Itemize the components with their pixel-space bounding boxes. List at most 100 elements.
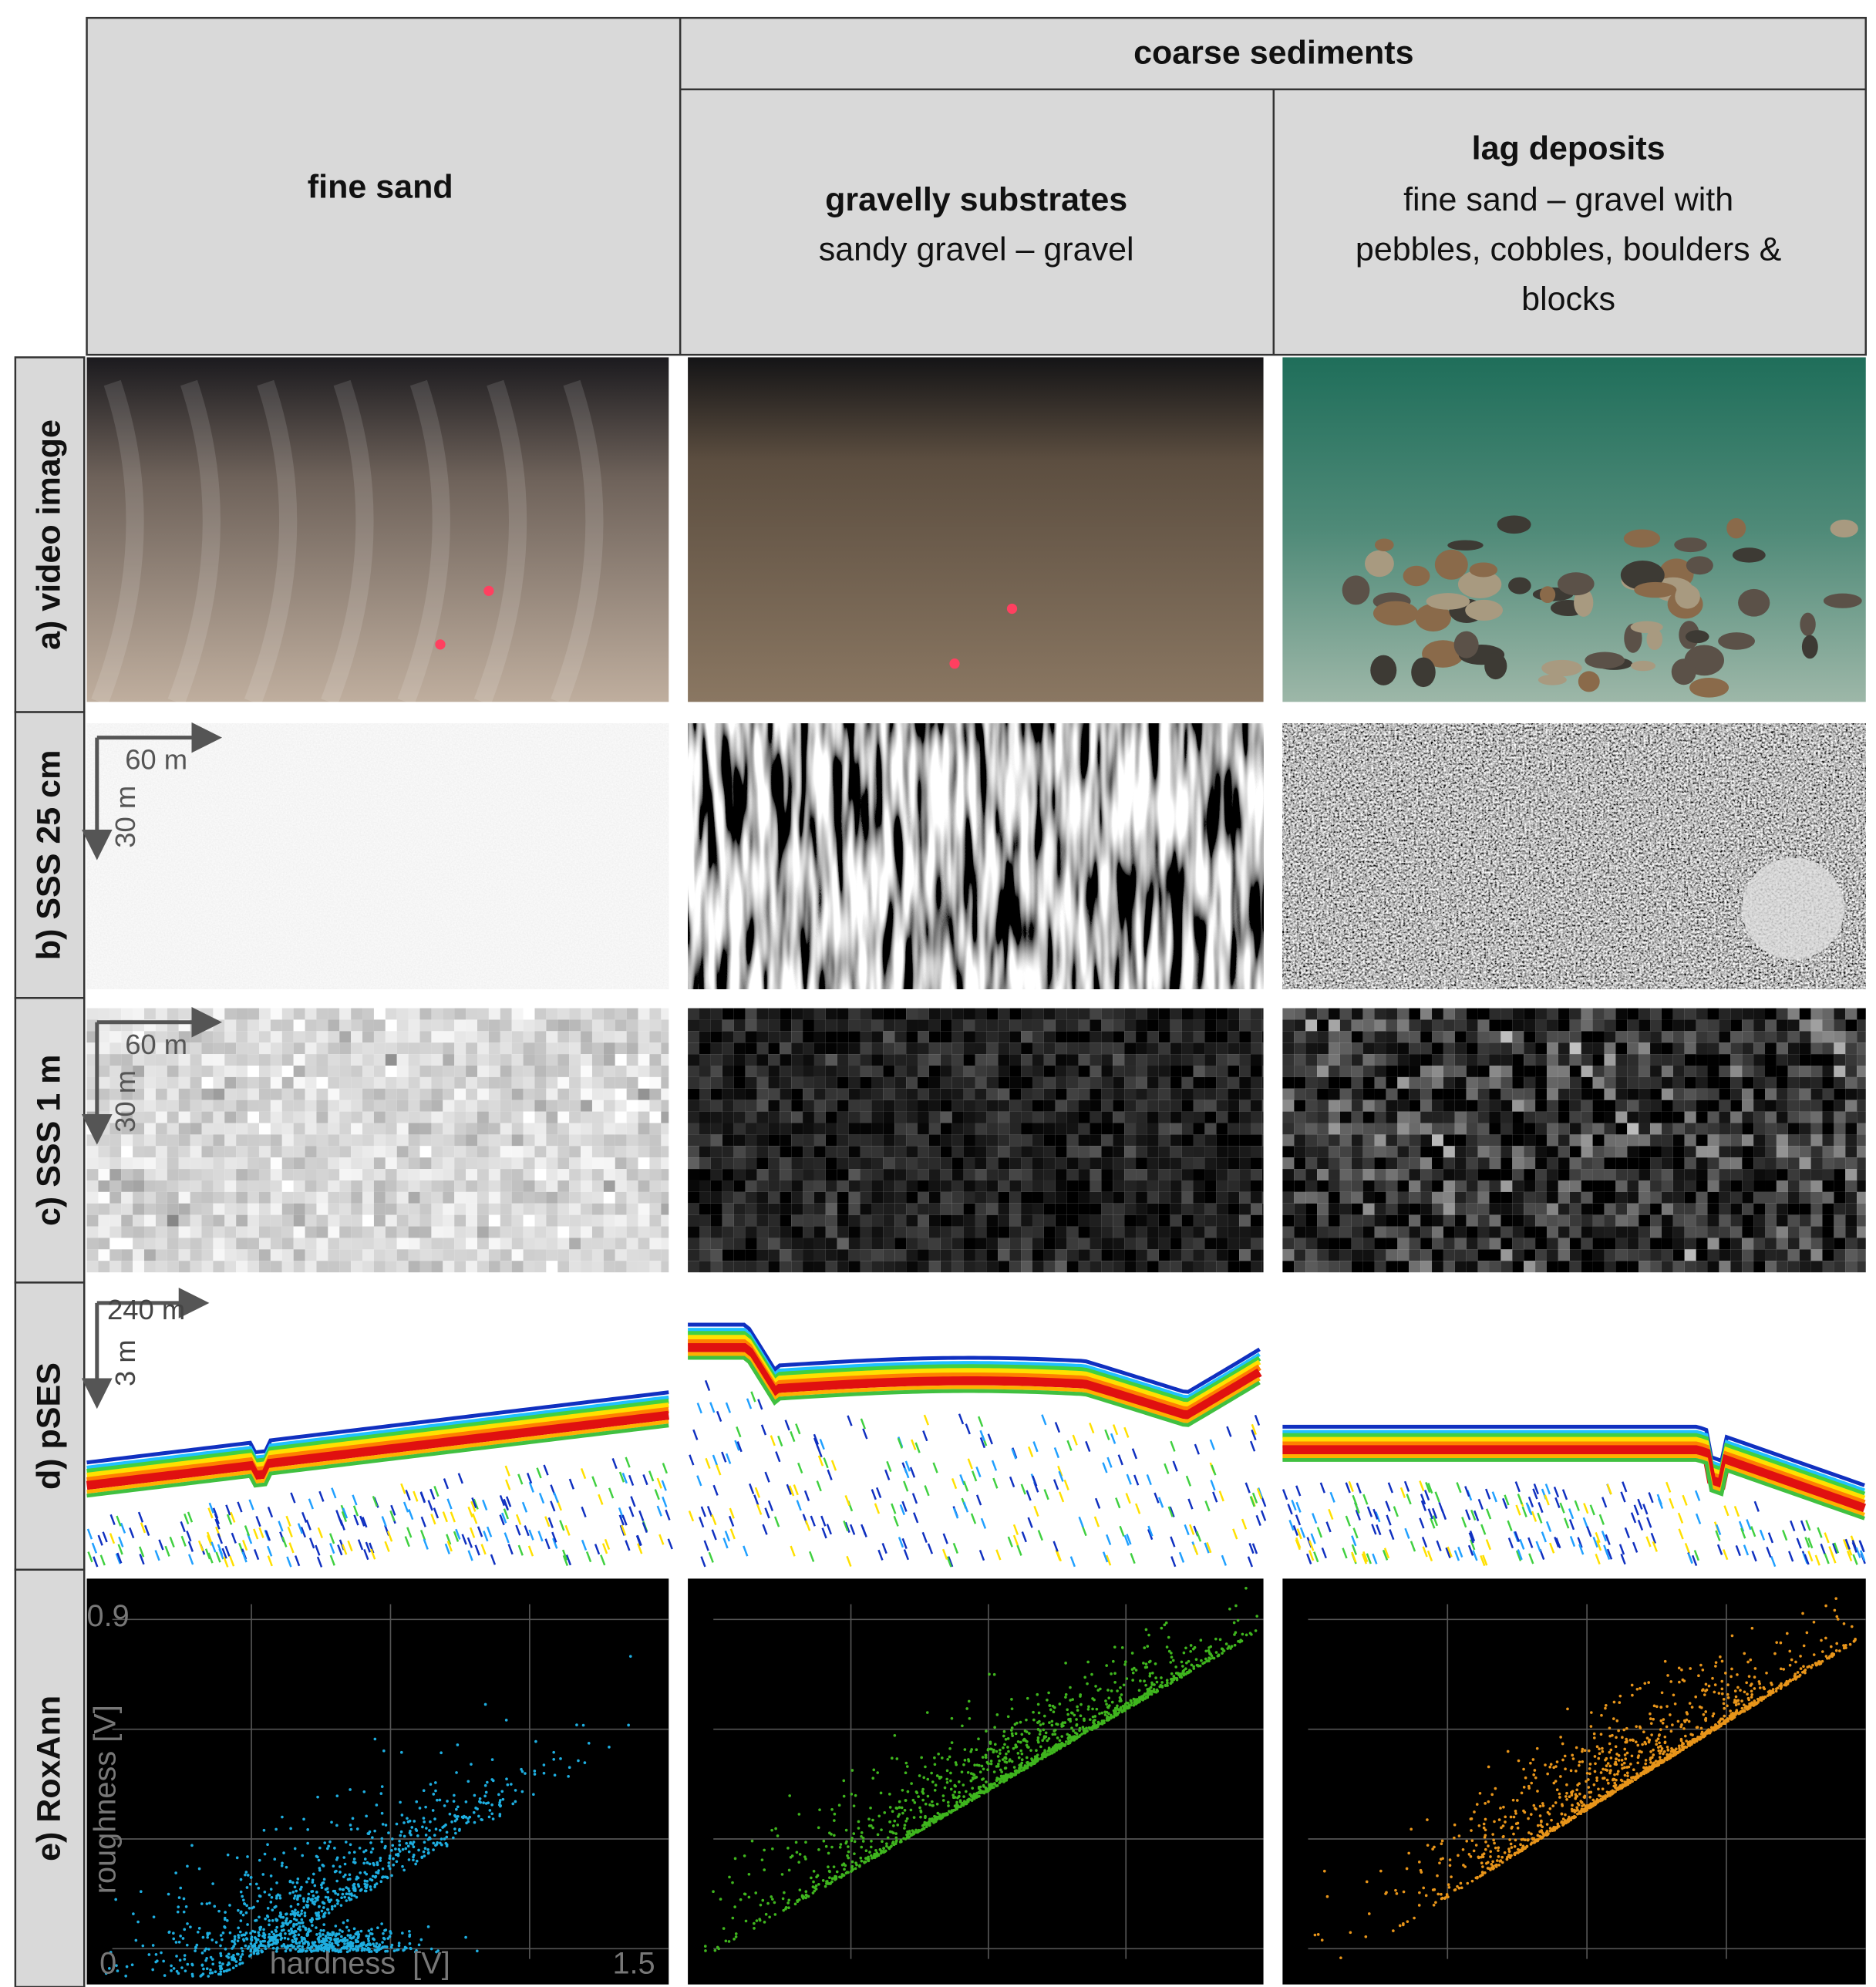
sss-pixel — [1317, 1249, 1329, 1261]
pses-speck — [137, 1511, 144, 1523]
sss-pixel — [1374, 1203, 1386, 1215]
sss-pixel — [281, 1249, 294, 1261]
sss-pixel — [1432, 1180, 1443, 1192]
pses-speck — [946, 1556, 952, 1568]
sss-pixel — [1615, 1123, 1628, 1135]
sss-pixel — [1810, 1214, 1823, 1227]
sss-pixel — [1066, 1111, 1079, 1123]
sss-pixel — [373, 1088, 386, 1100]
sss-pixel — [86, 1191, 99, 1204]
sss-pixel — [1524, 1123, 1536, 1135]
sss-pixel — [546, 1066, 558, 1077]
sss-pixel — [534, 1203, 547, 1215]
sss-pixel — [906, 1203, 918, 1215]
sss-pixel — [1228, 1008, 1240, 1020]
pses-speck — [952, 1507, 959, 1519]
sss-pixel — [1650, 1191, 1662, 1204]
sss-pixel — [1512, 1123, 1524, 1135]
sss-pixel — [1136, 1214, 1147, 1227]
sss-pixel — [328, 1157, 340, 1170]
sss-pixel — [1328, 1123, 1340, 1135]
sss-pixel — [733, 1146, 746, 1158]
sss-pixel — [1261, 1054, 1264, 1066]
pses-speck — [503, 1508, 510, 1520]
pses-speck — [370, 1548, 376, 1560]
sss-pixel — [109, 1169, 122, 1180]
sss-pixel — [813, 1076, 826, 1089]
sss-pixel — [1558, 1157, 1570, 1170]
sss-pixel — [1592, 1042, 1605, 1055]
sss-pixel — [638, 1100, 650, 1112]
sss-pixel — [1569, 1146, 1581, 1158]
sss-pixel — [258, 1157, 271, 1170]
sss-pixel — [86, 1214, 99, 1227]
sss-pixel — [649, 1123, 662, 1135]
sss-pixel — [661, 1019, 669, 1032]
sss-pixel — [431, 1066, 443, 1077]
sss-pixel — [883, 1066, 895, 1077]
sss-pixel — [133, 1042, 145, 1055]
sss-pixel — [1228, 1214, 1240, 1227]
pses-speck — [288, 1542, 295, 1554]
sss-pixel — [523, 1191, 535, 1204]
sss-pixel — [1684, 1203, 1696, 1215]
sss-pixel — [998, 1042, 1010, 1055]
sss-pixel — [1443, 1238, 1455, 1250]
sss-pixel — [1386, 1203, 1398, 1215]
sss-pixel — [940, 1031, 952, 1043]
pses-band — [688, 1322, 1261, 1394]
sss-pixel — [213, 1054, 225, 1066]
pses-speck — [899, 1504, 905, 1516]
pses-speck — [743, 1545, 749, 1557]
sss-pixel — [975, 1157, 987, 1170]
sss-pixel — [906, 1019, 918, 1032]
sss-pixel — [1420, 1134, 1433, 1147]
sss-pixel — [699, 1076, 711, 1089]
row-label-box — [14, 711, 86, 999]
sss-pixel — [1845, 1134, 1857, 1147]
pses-speck — [1404, 1527, 1410, 1539]
roxann-point — [280, 1945, 284, 1948]
sss-pixel — [1181, 1066, 1194, 1077]
sss-pixel — [1672, 1157, 1685, 1170]
pses-speck — [278, 1521, 284, 1532]
pses-speck — [1419, 1480, 1425, 1492]
sss-pixel — [1684, 1214, 1696, 1227]
sss-pixel — [1432, 1146, 1443, 1158]
sss-pixel — [1305, 1261, 1318, 1273]
sss-pixel — [431, 1008, 443, 1020]
sss-pixel — [316, 1169, 328, 1180]
sss-pixel — [848, 1042, 861, 1055]
sss-pixel — [1535, 1111, 1547, 1123]
pses-speck — [1299, 1527, 1306, 1538]
sss-pixel — [373, 1261, 386, 1273]
pses-speck — [1427, 1508, 1433, 1520]
sss-pixel — [1409, 1031, 1421, 1043]
sss-pixel — [581, 1076, 592, 1089]
sss-pixel — [1216, 1249, 1228, 1261]
sss-pixel — [638, 1157, 650, 1170]
roxann-point — [348, 1948, 352, 1952]
sss-pixel — [1535, 1214, 1547, 1227]
pses-speck — [442, 1511, 448, 1523]
sss-pixel — [362, 1066, 374, 1077]
pses-speck — [505, 1479, 511, 1490]
sss-pixel — [248, 1088, 259, 1100]
sss-pixel — [1317, 1134, 1329, 1147]
sss-pixel — [860, 1088, 872, 1100]
sss-pixel — [385, 1180, 397, 1192]
sss-pixel — [615, 1238, 627, 1250]
sss-pixel — [1845, 1123, 1857, 1135]
sss-pixel — [1136, 1031, 1147, 1043]
sss-pixel — [1228, 1238, 1240, 1250]
sss-pixel — [1021, 1203, 1032, 1215]
roxann-point — [328, 1940, 332, 1944]
sss-pixel — [603, 1042, 615, 1055]
sss-pixel — [1055, 1180, 1067, 1192]
sss-pixel — [281, 1226, 294, 1238]
sss-pixel — [190, 1076, 202, 1089]
sss-pixel — [419, 1066, 432, 1077]
sss-pixel — [1362, 1180, 1375, 1192]
sss-pixel — [546, 1111, 558, 1123]
sss-pixel — [975, 1100, 987, 1112]
